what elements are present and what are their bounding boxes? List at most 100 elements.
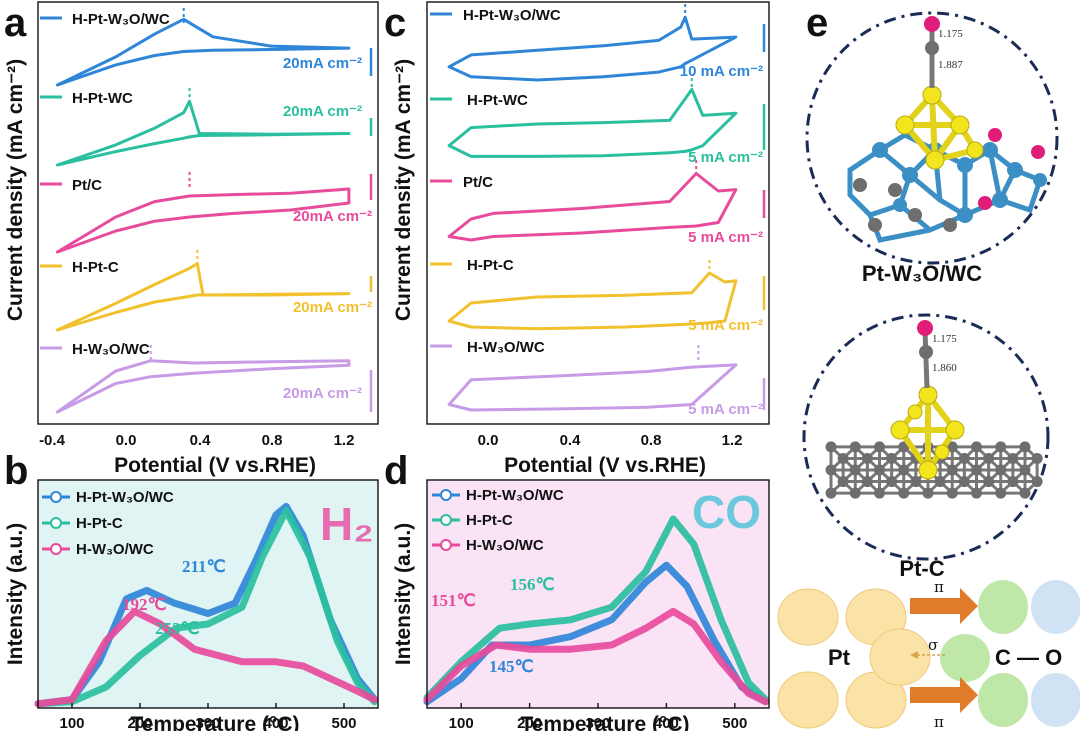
scale-bar-label: 20mA cm⁻² <box>283 55 362 72</box>
cv-curve <box>55 17 351 87</box>
c-atom <box>1031 476 1043 488</box>
series-label: H-W₃O/WC <box>72 341 150 358</box>
series-label: H-Pt-C <box>467 257 514 274</box>
panel-label-e: e <box>806 1 828 45</box>
scale-bar-label: 5 mA cm⁻² <box>688 149 763 166</box>
bond-length-co: 1.175 <box>932 333 957 345</box>
series-label: H-Pt-WC <box>72 90 133 107</box>
x-tick-label: 500 <box>722 715 747 731</box>
x-tick-label: 400 <box>654 715 679 731</box>
cv-curve <box>55 359 351 414</box>
structure-pt-c: 1.175 1.860 Pt-C <box>802 313 1050 581</box>
c-atom <box>983 476 995 488</box>
c-atom <box>849 464 861 476</box>
panel-d: d Intensity (a.u.) Temperature (°C) 100 2… <box>384 449 770 731</box>
series-label: H-Pt-WC <box>467 92 528 109</box>
peak-annotation: 211℃ <box>182 557 226 576</box>
scale-bar-label: 20mA cm⁻² <box>283 385 362 402</box>
orbital-diagram: π σ π Pt C — O <box>777 578 1080 731</box>
c-atom <box>849 441 861 453</box>
c-atom <box>946 487 958 499</box>
scale-bar-label: 10 mA cm⁻² <box>680 63 763 80</box>
orbital-lobe <box>978 673 1028 727</box>
x-tick-label: 1.2 <box>334 432 355 449</box>
structure-caption: Pt-W₃O/WC <box>862 261 982 286</box>
legend-marker <box>50 543 62 555</box>
x-tick-label: 200 <box>127 715 152 731</box>
orbital-lobe <box>1031 673 1080 727</box>
legend-marker <box>440 539 452 551</box>
x-axis-title-c: Potential (V vs.RHE) <box>504 454 706 477</box>
tpd-curve <box>423 607 770 706</box>
orbital-lobe <box>869 628 931 686</box>
dashed-circle <box>802 313 1050 561</box>
legend-label: H-Pt-C <box>76 515 123 532</box>
co-orbitals <box>940 580 1080 727</box>
panel-c: c Current density (mA cm⁻²) Potential (V… <box>384 1 770 477</box>
x-tick-label: 300 <box>585 715 610 731</box>
panel-a: a Current density (mA cm⁻²) Potential (V… <box>4 1 379 477</box>
bond-length-pt-c: 1.887 <box>938 59 963 71</box>
orbital-lobe <box>978 580 1028 634</box>
y-axis-title-c: Current density (mA cm⁻²) <box>392 59 415 321</box>
cv-curve <box>447 172 738 242</box>
pt-atoms <box>895 85 984 170</box>
panel-label-b: b <box>4 449 28 493</box>
c-atom <box>925 41 939 55</box>
c-atom <box>934 476 946 488</box>
orbital-lobe <box>777 671 839 729</box>
y-axis-title-b: Intensity (a.u.) <box>4 523 27 665</box>
structure-caption: Pt-C <box>899 556 944 581</box>
cv-curve <box>55 187 351 254</box>
metal-label: Pt <box>828 645 851 670</box>
c-atom <box>898 487 910 499</box>
c-atom <box>970 464 982 476</box>
legend-b: H-Pt-W₃O/WC H-Pt-C H-W₃O/WC <box>42 489 174 558</box>
c-atom <box>995 441 1007 453</box>
c-atom <box>825 441 837 453</box>
orbital-lobe <box>1031 580 1080 634</box>
tpd-curve <box>34 607 379 708</box>
x-tick-label: 0.8 <box>641 432 662 449</box>
scale-bar-label: 5 mA cm⁻² <box>688 401 763 418</box>
x-tick-label: 100 <box>449 715 474 731</box>
c-atoms <box>853 178 957 232</box>
x-ticks-d: 100 200 300 400 500 <box>449 703 747 731</box>
scale-bar-label: 20mA cm⁻² <box>293 208 372 225</box>
pi-label-bottom: π <box>934 713 944 731</box>
c-atom <box>825 464 837 476</box>
series-group-a <box>40 8 351 414</box>
y-axis-title-d: Intensity (a.u.) <box>392 523 415 665</box>
c-atom <box>874 441 886 453</box>
x-tick-label: -0.4 <box>39 432 66 449</box>
series-label: Pt/C <box>72 177 102 194</box>
legend-marker <box>440 489 452 501</box>
pi-label-top: π <box>934 578 944 596</box>
legend-label: H-Pt-W₃O/WC <box>76 489 174 506</box>
panel-label-d: d <box>384 449 408 493</box>
c-atom <box>919 345 933 359</box>
x-ticks-b: 100 200 300 400 500 <box>59 703 357 731</box>
c-atom <box>861 476 873 488</box>
c-atom <box>1019 441 1031 453</box>
c-atom <box>874 487 886 499</box>
legend-marker <box>50 491 62 503</box>
pt-atoms <box>890 385 965 480</box>
x-tick-label: 0.0 <box>478 432 499 449</box>
c-atom <box>886 452 898 464</box>
scale-bar-label: 20mA cm⁻² <box>283 103 362 120</box>
x-tick-label: 0.0 <box>116 432 137 449</box>
x-tick-label: 0.8 <box>262 432 283 449</box>
panel-label-a: a <box>4 1 27 45</box>
dashed-circle <box>805 11 1059 265</box>
legend-label: H-W₃O/WC <box>76 541 154 558</box>
orbital-lobe <box>777 588 839 646</box>
series-group-d <box>423 515 770 706</box>
cv-curve <box>55 262 351 332</box>
c-atom <box>1031 452 1043 464</box>
x-tick-label: 200 <box>517 715 542 731</box>
c-atom <box>958 452 970 464</box>
peak-annotation: 145℃ <box>489 657 534 676</box>
series-label: H-Pt-W₃O/WC <box>463 7 561 24</box>
